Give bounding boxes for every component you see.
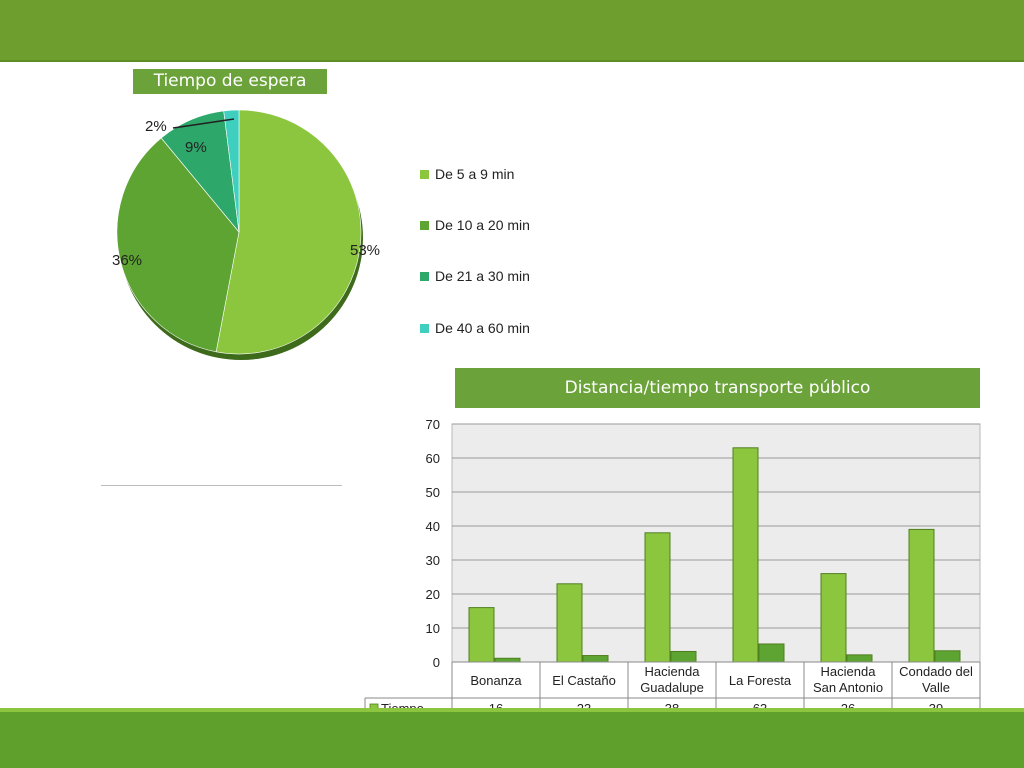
- pie-value-label-4: 2%: [145, 118, 167, 135]
- legend-swatch-3: [420, 271, 429, 281]
- pie-leader-line: [172, 118, 235, 129]
- legend-label-3: De 21 a 30 min: [435, 268, 530, 284]
- legend-label-1: De 5 a 9 min: [435, 166, 515, 182]
- footer-stripe: [0, 708, 1024, 713]
- category-label-3-line-1: Hacienda: [645, 664, 701, 679]
- bar-tiempo-3: [644, 532, 671, 663]
- category-label-6-line-1: Condado del: [899, 664, 973, 679]
- legend-label-2: De 10 a 20 min: [435, 217, 530, 233]
- category-label-4-line-1: La Foresta: [729, 673, 792, 688]
- bar-tiempo-1: [468, 607, 495, 663]
- pie-legend: De 5 a 9 min De 10 a 20 min De 21 a 30 m…: [420, 160, 620, 350]
- bar-kilometros-2: [582, 655, 609, 663]
- category-label-5-line-1: Hacienda: [821, 664, 877, 679]
- legend-swatch-4: [420, 323, 429, 333]
- category-label-2-line-1: El Castaño: [552, 673, 616, 688]
- bar-tiempo-5: [820, 573, 847, 663]
- legend-label-4: De 40 a 60 min: [435, 320, 530, 336]
- category-label-3-line-2: Guadalupe: [640, 680, 704, 695]
- y-tick-label-30: 30: [426, 553, 440, 568]
- plot-area: [451, 423, 981, 663]
- y-tick-label-60: 60: [426, 451, 440, 466]
- footer-bar: [0, 712, 1024, 768]
- category-label-5-line-2: San Antonio: [813, 680, 883, 695]
- category-label-6-line-2: Valle: [922, 680, 950, 695]
- pie-slice-2: [116, 137, 240, 353]
- bar-tiempo-6: [908, 528, 935, 663]
- bar-kilometros-6: [934, 650, 961, 663]
- legend-item-4: De 40 a 60 min: [420, 318, 530, 338]
- legend-item-2: De 10 a 20 min: [420, 215, 530, 235]
- y-tick-label-10: 10: [426, 621, 440, 636]
- y-tick-label-70: 70: [426, 417, 440, 432]
- bar-chart: 0 10 20 30 40 50 60 70 Bonanza El Castaño Hacienda…: [364, 417, 981, 741]
- pie-chart-title: Tiempo de espera: [133, 69, 327, 94]
- legend-swatch-2: [420, 220, 429, 230]
- legend-swatch-1: [420, 169, 429, 179]
- pie-value-label-3: 9%: [185, 139, 207, 156]
- legend-item-1: De 5 a 9 min: [420, 164, 514, 184]
- bar-tiempo-2: [556, 583, 583, 663]
- bar-kilometros-4: [758, 643, 785, 663]
- bar-tiempo-4: [732, 447, 759, 663]
- pie-chart: 53% 36% 9% 2%: [112, 109, 380, 360]
- pie-value-label-2: 36%: [112, 252, 142, 269]
- pie-slice-1: [215, 109, 362, 355]
- bar-kilometros-3: [670, 650, 697, 663]
- header-bar: [0, 0, 1024, 62]
- y-tick-label-0: 0: [433, 655, 440, 670]
- bar-kilometros-1: [494, 657, 521, 663]
- y-tick-label-20: 20: [426, 587, 440, 602]
- y-tick-label-50: 50: [426, 485, 440, 500]
- legend-item-3: De 21 a 30 min: [420, 266, 530, 286]
- pie-value-label-1: 53%: [350, 242, 380, 259]
- bar-kilometros-5: [846, 654, 873, 663]
- y-tick-label-40: 40: [426, 519, 440, 534]
- pie-slice-4: [223, 109, 240, 233]
- divider-line: [101, 485, 342, 486]
- category-label-1-line-1: Bonanza: [470, 673, 522, 688]
- bar-chart-title: Distancia/tiempo transporte público: [455, 368, 980, 408]
